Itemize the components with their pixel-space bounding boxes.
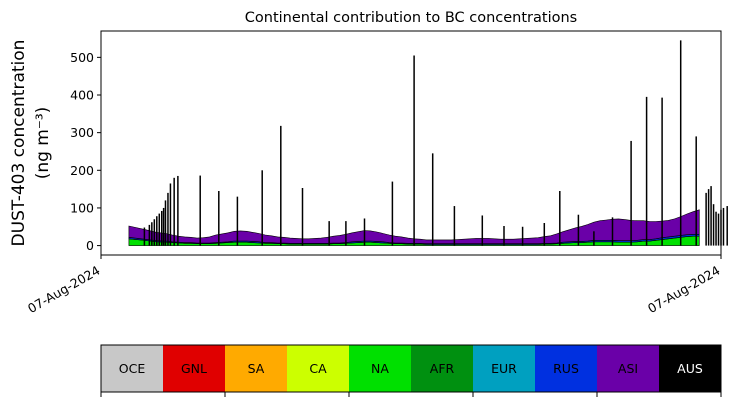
legend-label-sa: SA (248, 361, 265, 376)
legend-label-asi: ASI (618, 361, 638, 376)
legend-swatch-oce (101, 345, 164, 392)
legend-swatch-gnl (163, 345, 226, 392)
legend-label-aus: AUS (677, 361, 703, 376)
legend-label-oce: OCE (119, 361, 146, 376)
legend-frame (100, 344, 722, 393)
y-tick-label: 100 (70, 200, 94, 215)
plot-frame (100, 30, 722, 256)
legend-swatch-ca (287, 345, 350, 392)
legend-swatch-afr (411, 345, 474, 392)
legend-label-gnl: GNL (181, 361, 207, 376)
legend-swatch-na (349, 345, 412, 392)
y-axis-label-line1: DUST-403 concentration (9, 40, 29, 247)
legend-swatch-sa (225, 345, 288, 392)
y-axis-ticks: 0 100 200 300 400 500 (70, 50, 101, 253)
legend-label-afr: AFR (430, 361, 455, 376)
legend-label-na: NA (371, 361, 389, 376)
y-tick-label: 400 (70, 88, 94, 103)
legend-label-ca: CA (309, 361, 327, 376)
legend-swatch-eur (473, 345, 536, 392)
legend-swatch-rus (535, 345, 598, 392)
chart-title: Continental contribution to BC concentra… (245, 10, 577, 26)
legend-label-eur: EUR (491, 361, 517, 376)
legend-swatch-asi (597, 345, 660, 392)
legend-label-rus: RUS (553, 361, 579, 376)
y-tick-label: 0 (86, 238, 94, 253)
y-tick-label: 200 (70, 163, 94, 178)
y-tick-label: 500 (70, 50, 94, 65)
region-colorbar-legend: OCE GNL SA CA NA AFR EUR RUS ASI AUS (100, 344, 722, 397)
legend-swatch-aus (659, 345, 722, 392)
y-axis-label-line2: (ng m⁻³) (33, 107, 53, 180)
plot-area (128, 40, 728, 246)
y-tick-label: 300 (70, 125, 94, 140)
area-series-asi (128, 209, 700, 244)
